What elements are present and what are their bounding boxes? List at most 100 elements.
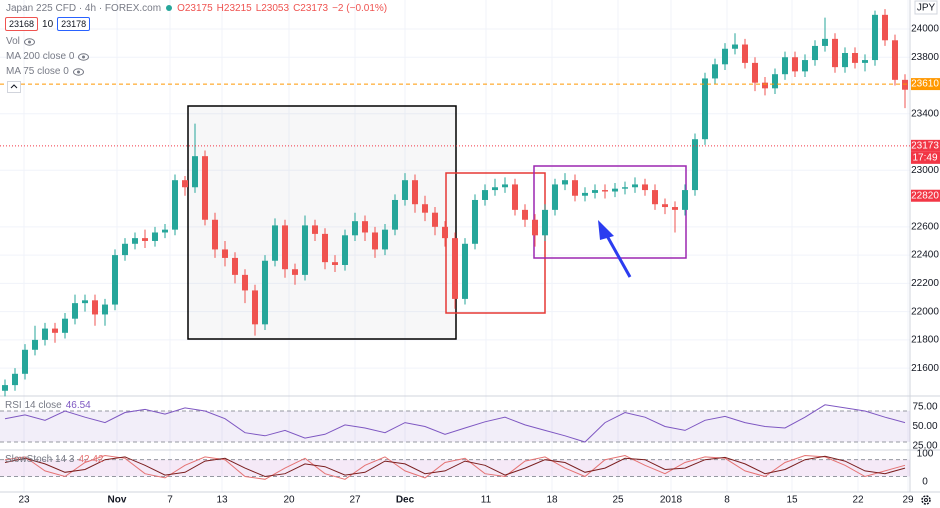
y-tick-label: 100 <box>917 449 934 460</box>
currency-box[interactable] <box>914 0 938 15</box>
y-tick-label: 50.00 <box>912 421 937 432</box>
candle-body <box>432 212 438 227</box>
candle-body <box>92 300 98 315</box>
drawn-arrow[interactable] <box>598 220 632 278</box>
candle-body <box>592 190 598 193</box>
indicator-line <box>4 455 906 478</box>
drawn-rectangle[interactable] <box>187 105 457 340</box>
x-tick-label: Dec <box>396 495 415 506</box>
price-label: 23173 <box>911 140 939 151</box>
indicator-value: 42 42 <box>78 454 104 465</box>
settings-icon[interactable] <box>921 495 931 505</box>
price-label: 22820 <box>911 190 939 201</box>
x-tick-label: 8 <box>724 495 730 506</box>
candle-body <box>402 180 408 200</box>
x-tick-label: 2018 <box>660 495 683 506</box>
candle-body <box>242 274 248 291</box>
buy-input[interactable]: 23178 <box>57 17 91 31</box>
candle-body <box>612 188 618 192</box>
candle-body <box>112 255 118 305</box>
candle-body <box>492 187 498 191</box>
x-tick-label: 15 <box>786 495 798 506</box>
candle-body <box>482 190 488 200</box>
candle-body <box>52 328 58 333</box>
candle-body <box>722 48 728 65</box>
y-tick-label: 23000 <box>911 165 939 176</box>
y-tick-label: 22200 <box>911 278 939 289</box>
y-tick-label: 22400 <box>911 250 939 261</box>
candle-body <box>752 62 758 83</box>
x-tick-label: 20 <box>283 495 295 506</box>
visibility-toggle[interactable] <box>23 37 35 46</box>
candle-body <box>2 385 8 391</box>
visibility-toggle[interactable] <box>78 52 90 61</box>
candle-body <box>812 45 818 61</box>
sell-input[interactable]: 23168 <box>5 17 39 31</box>
candle-body <box>882 14 888 41</box>
candle-body <box>172 180 178 230</box>
candle-body <box>692 139 698 191</box>
candle-body <box>652 190 658 205</box>
candle-body <box>892 40 898 80</box>
candle-body <box>192 156 198 188</box>
candle-body <box>772 74 778 89</box>
candle-body <box>412 180 418 205</box>
candle-body <box>152 232 158 241</box>
candle-body <box>362 221 368 233</box>
x-tick-label: 25 <box>612 495 624 506</box>
candle-body <box>872 14 878 61</box>
candle-body <box>852 52 858 63</box>
candle-body <box>502 184 508 188</box>
indicator-row: MA 75 close 0 <box>6 66 84 77</box>
price-label-box <box>911 78 940 91</box>
x-tick-label: 29 <box>902 495 914 506</box>
candle-body <box>732 44 738 49</box>
countdown: 17:49 <box>912 152 937 163</box>
candle-body <box>682 190 688 210</box>
candle-body <box>532 219 538 236</box>
candle-body <box>902 79 908 90</box>
x-tick-label: Nov <box>108 495 127 506</box>
y-tick-label: 23800 <box>911 52 939 63</box>
drawn-rectangle[interactable] <box>445 172 546 314</box>
y-tick-label: 21600 <box>911 363 939 374</box>
candle-body <box>702 78 708 140</box>
stoch-legend: SlowStoch 14 3 42 42 <box>5 454 104 465</box>
candle-body <box>832 38 838 68</box>
candle-body <box>42 328 48 340</box>
candle-body <box>582 192 588 196</box>
candle-body <box>672 207 678 210</box>
y-tick-label: 25.00 <box>912 441 937 452</box>
candle-body <box>312 225 318 234</box>
candle-body <box>12 373 18 386</box>
collapse-button[interactable] <box>7 81 21 93</box>
candle-body <box>742 44 748 63</box>
candle-body <box>842 52 848 68</box>
candle-body <box>622 187 628 189</box>
chart-legend: Japan 225 CFD · 4h · FOREX.com O23175 H2… <box>6 1 387 15</box>
indicator-row: MA 200 close 0 <box>6 51 90 62</box>
quantity[interactable]: 10 <box>42 18 54 30</box>
drawn-rectangle[interactable] <box>533 165 687 259</box>
candle-body <box>122 243 128 256</box>
status-dot <box>166 5 173 11</box>
x-tick-label: 18 <box>546 495 558 506</box>
rsi-legend: RSI 14 close 46.54 <box>5 400 91 411</box>
y-tick-label: 23400 <box>911 108 939 119</box>
visibility-toggle[interactable] <box>72 67 84 76</box>
x-tick-label: 13 <box>216 495 228 506</box>
candle-body <box>212 219 218 250</box>
candle-body <box>182 180 188 188</box>
candle-body <box>372 232 378 250</box>
candle-body <box>202 156 208 220</box>
ohlc-value: C23173 <box>293 2 329 14</box>
currency: JPY <box>917 3 936 14</box>
candle-body <box>452 238 458 299</box>
candle-body <box>712 64 718 79</box>
candle-body <box>102 304 108 315</box>
ohlc-value: O23175 <box>177 2 213 14</box>
candle-body <box>142 238 148 241</box>
indicator-name: MA 200 close 0 <box>6 51 75 62</box>
